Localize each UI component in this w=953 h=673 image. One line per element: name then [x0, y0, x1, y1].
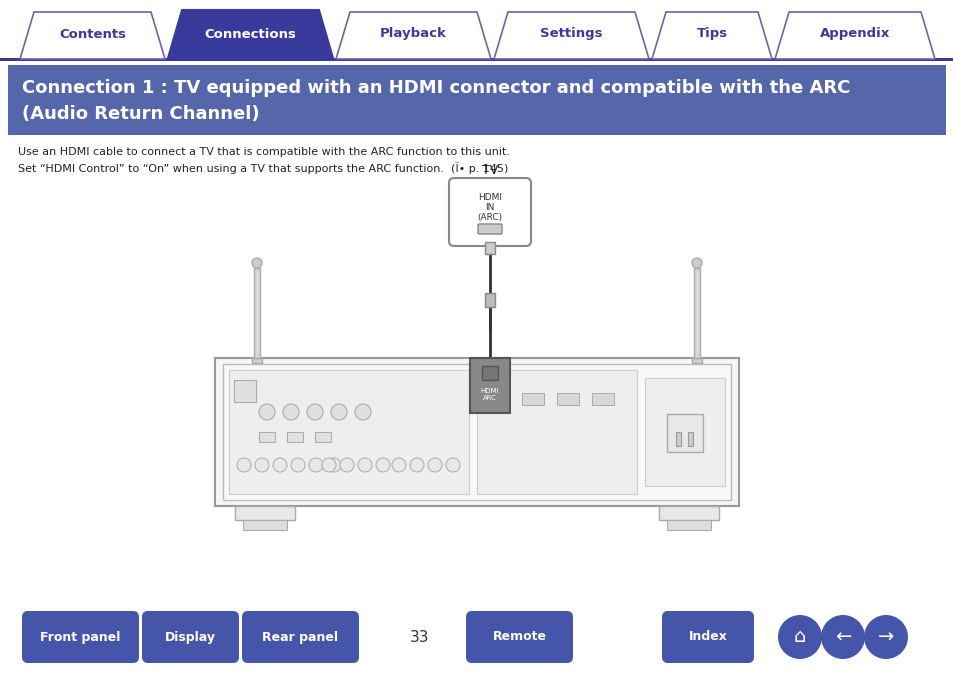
Bar — [476, 370, 637, 494]
Circle shape — [331, 404, 347, 420]
Circle shape — [273, 458, 287, 472]
Text: Tips: Tips — [696, 28, 727, 40]
Bar — [592, 393, 614, 405]
Text: Index: Index — [688, 631, 727, 643]
Circle shape — [309, 458, 323, 472]
Bar — [470, 358, 510, 413]
Circle shape — [236, 458, 251, 472]
Text: →: → — [877, 627, 893, 647]
Circle shape — [254, 458, 269, 472]
Text: (Audio Return Channel): (Audio Return Channel) — [22, 105, 259, 123]
Circle shape — [446, 458, 459, 472]
Polygon shape — [651, 12, 771, 59]
Text: HDMI
ARC: HDMI ARC — [480, 388, 498, 401]
Bar — [557, 393, 578, 405]
Text: Contents: Contents — [59, 28, 126, 40]
Circle shape — [392, 458, 406, 472]
Text: Remote: Remote — [492, 631, 546, 643]
FancyBboxPatch shape — [242, 611, 358, 663]
Bar — [666, 520, 710, 530]
Bar — [484, 242, 495, 254]
Text: HDMI: HDMI — [477, 193, 501, 202]
Polygon shape — [20, 12, 165, 59]
Circle shape — [283, 404, 298, 420]
Bar — [223, 364, 730, 500]
FancyBboxPatch shape — [142, 611, 239, 663]
Bar — [676, 432, 680, 446]
Polygon shape — [494, 12, 648, 59]
FancyBboxPatch shape — [449, 178, 531, 246]
Bar — [252, 358, 262, 363]
Bar — [0, 58, 953, 61]
Bar — [233, 380, 255, 402]
Polygon shape — [335, 12, 491, 59]
Circle shape — [307, 404, 323, 420]
Bar — [484, 293, 495, 307]
Text: ←: ← — [834, 627, 850, 647]
Circle shape — [691, 258, 701, 268]
Text: IN: IN — [485, 203, 495, 212]
Bar — [693, 268, 700, 358]
Bar — [258, 432, 274, 442]
Bar — [666, 414, 702, 452]
Bar — [687, 432, 692, 446]
Text: (ARC): (ARC) — [476, 213, 502, 222]
Circle shape — [863, 615, 907, 659]
Text: Set “HDMI Control” to “On” when using a TV that supports the ARC function.  (Ï• : Set “HDMI Control” to “On” when using a … — [18, 162, 508, 174]
FancyBboxPatch shape — [477, 224, 501, 234]
FancyBboxPatch shape — [661, 611, 753, 663]
Text: 33: 33 — [410, 629, 429, 645]
Bar — [253, 268, 260, 358]
Circle shape — [322, 458, 335, 472]
Text: Settings: Settings — [539, 28, 602, 40]
Bar — [234, 506, 294, 520]
Circle shape — [778, 615, 821, 659]
Circle shape — [258, 404, 274, 420]
Circle shape — [327, 458, 340, 472]
Bar — [644, 378, 724, 486]
Circle shape — [252, 258, 262, 268]
Text: Rear panel: Rear panel — [262, 631, 338, 643]
Circle shape — [339, 458, 354, 472]
Text: Appendix: Appendix — [819, 28, 889, 40]
Circle shape — [428, 458, 441, 472]
Bar — [314, 432, 331, 442]
Text: Connection 1 : TV equipped with an HDMI connector and compatible with the ARC: Connection 1 : TV equipped with an HDMI … — [22, 79, 849, 97]
Bar — [481, 366, 497, 380]
Text: Use an HDMI cable to connect a TV that is compatible with the ARC function to th: Use an HDMI cable to connect a TV that i… — [18, 147, 510, 157]
Text: Front panel: Front panel — [40, 631, 121, 643]
Bar — [659, 506, 719, 520]
Circle shape — [375, 458, 390, 472]
Polygon shape — [774, 12, 934, 59]
Circle shape — [291, 458, 305, 472]
Text: ⌂: ⌂ — [793, 627, 805, 647]
Bar — [691, 358, 701, 363]
Bar — [243, 520, 287, 530]
Bar — [486, 393, 509, 405]
Bar — [521, 393, 543, 405]
FancyBboxPatch shape — [465, 611, 573, 663]
Circle shape — [355, 404, 371, 420]
Bar — [229, 370, 469, 494]
Polygon shape — [168, 10, 333, 58]
Text: Connections: Connections — [204, 28, 296, 40]
Text: Playback: Playback — [379, 28, 446, 40]
Text: Display: Display — [165, 631, 215, 643]
Bar — [8, 65, 945, 135]
Circle shape — [410, 458, 423, 472]
Bar — [287, 432, 303, 442]
Bar — [214, 358, 739, 506]
Circle shape — [821, 615, 864, 659]
FancyBboxPatch shape — [22, 611, 139, 663]
Circle shape — [357, 458, 372, 472]
Text: TV: TV — [481, 164, 497, 177]
